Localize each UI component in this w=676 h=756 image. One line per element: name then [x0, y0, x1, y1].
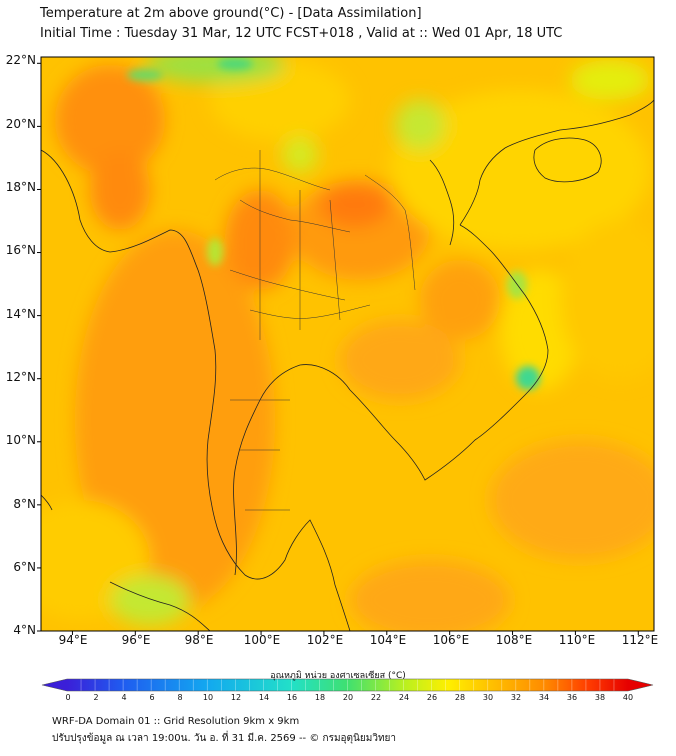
colorbar-tick: 16 — [286, 693, 298, 702]
colorbar-tick: 40 — [622, 693, 634, 702]
map-title: Temperature at 2m above ground(°C) - [Da… — [40, 6, 422, 21]
lat-label: 12°N — [5, 370, 36, 384]
lat-label: 18°N — [5, 180, 36, 194]
colorbar-tick: 32 — [510, 693, 522, 702]
map-subtitle: Initial Time : Tuesday 31 Mar, 12 UTC FC… — [40, 26, 563, 41]
colorbar-tick: 26 — [426, 693, 438, 702]
lon-label: 98°E — [184, 633, 214, 647]
colorbar-tick: 24 — [398, 693, 410, 702]
lat-label: 14°N — [5, 307, 36, 321]
colorbar-tick: 18 — [314, 693, 326, 702]
map-frame — [40, 56, 655, 632]
lon-label: 110°E — [558, 633, 596, 647]
colorbar-outline — [41, 678, 654, 692]
colorbar-tick: 20 — [342, 693, 354, 702]
lon-label: 108°E — [495, 633, 533, 647]
lat-label: 16°N — [5, 243, 36, 257]
colorbar-high-arrow — [628, 679, 653, 691]
colorbar-tick: 30 — [482, 693, 494, 702]
colorbar-tick: 0 — [65, 693, 71, 702]
coastline-borders — [41, 99, 654, 631]
footer-update-info: ปรับปรุงข้อมูล ณ เวลา 19:00น. วัน อ. ที่… — [52, 733, 397, 744]
colorbar-tick: 12 — [230, 693, 242, 702]
colorbar-tick: 2 — [93, 693, 99, 702]
lat-label: 10°N — [5, 433, 36, 447]
colorbar-tick: 8 — [177, 693, 183, 702]
lat-label: 8°N — [13, 497, 36, 511]
lon-label: 94°E — [58, 633, 88, 647]
lon-label: 112°E — [621, 633, 659, 647]
lon-label: 96°E — [121, 633, 151, 647]
footer-model-info: WRF-DA Domain 01 :: Grid Resolution 9km … — [52, 716, 300, 727]
lat-label: 22°N — [5, 53, 36, 67]
lat-label: 20°N — [5, 117, 36, 131]
colorbar-title: อุณหภูมิ หน่วย องศาเซลเซียส (°C) — [270, 671, 406, 681]
colorbar-tick: 38 — [594, 693, 606, 702]
colorbar-tick: 36 — [566, 693, 578, 702]
colorbar-tick: 14 — [258, 693, 270, 702]
colorbar-tick: 22 — [370, 693, 382, 702]
lon-label: 100°E — [243, 633, 281, 647]
colorbar-tick: 34 — [538, 693, 550, 702]
province-lines — [214, 150, 416, 511]
lon-label: 106°E — [432, 633, 470, 647]
lon-label: 104°E — [369, 633, 407, 647]
lat-label: 4°N — [13, 623, 36, 637]
colorbar-tick: 28 — [454, 693, 466, 702]
lat-label: 6°N — [13, 560, 36, 574]
colorbar-tick: 10 — [202, 693, 214, 702]
colorbar-low-arrow — [42, 679, 67, 691]
colorbar-tick: 6 — [149, 693, 155, 702]
temperature-field — [41, 57, 654, 631]
lon-label: 102°E — [306, 633, 344, 647]
colorbar-tick: 4 — [121, 693, 127, 702]
